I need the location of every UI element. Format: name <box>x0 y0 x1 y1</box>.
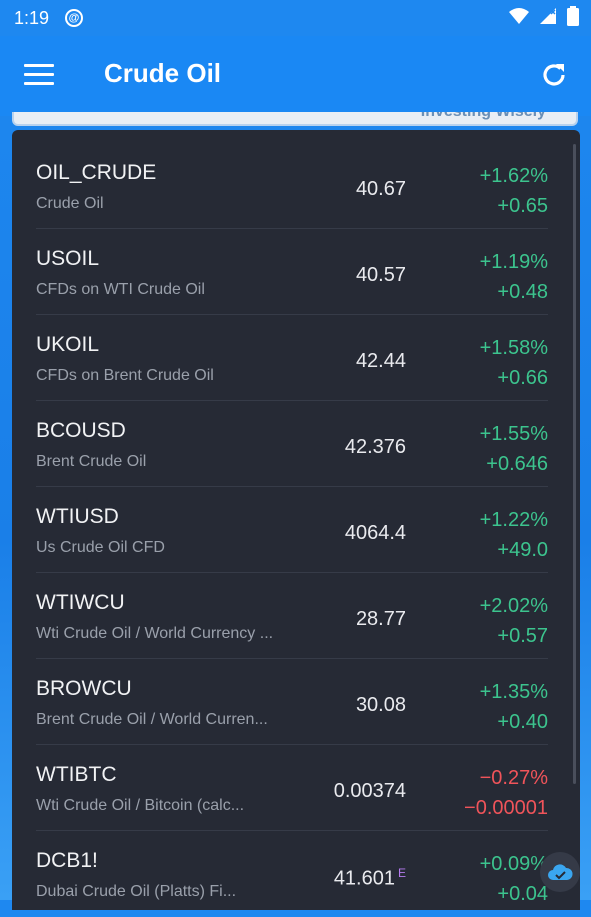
price-value: 41.601 <box>333 867 395 890</box>
banner-text: Investing Wisely <box>421 112 546 121</box>
percent-change: +2.02% <box>479 595 548 617</box>
description: Us Crude Oil CFD <box>36 539 165 556</box>
list-item[interactable]: BCOUSD Brent Crude Oil 42.376 +1.55% +0.… <box>36 401 548 487</box>
scrollbar[interactable] <box>573 144 576 784</box>
battery-icon <box>567 6 579 26</box>
description: Crude Oil <box>36 195 104 212</box>
sync-icon: @ <box>65 9 84 27</box>
absolute-change: +0.04 <box>497 883 548 905</box>
list-item[interactable]: OIL_CRUDE Crude Oil 40.67 +1.62% +0.65 <box>36 143 548 229</box>
price: 40.67 <box>355 178 406 200</box>
percent-change: +1.35% <box>479 681 548 703</box>
percent-change: +1.22% <box>479 509 548 531</box>
symbol: WTIWCU <box>36 591 125 614</box>
symbol: DCB1! <box>36 849 98 872</box>
absolute-change: +0.65 <box>497 195 548 217</box>
status-icons <box>509 6 579 26</box>
absolute-change: +0.48 <box>497 281 548 303</box>
price: 30.08 <box>355 694 406 716</box>
percent-change: −0.27% <box>479 767 548 789</box>
description: Brent Crude Oil / World Curren... <box>36 711 268 728</box>
price: 0.00374 <box>333 780 406 802</box>
symbol: BCOUSD <box>36 419 126 442</box>
description: Wti Crude Oil / World Currency ... <box>36 625 274 642</box>
description: CFDs on WTI Crude Oil <box>36 281 205 298</box>
symbol: BROWCU <box>36 677 132 700</box>
list-item[interactable]: WTIBTC Wti Crude Oil / Bitcoin (calc... … <box>36 745 548 831</box>
list-item[interactable]: WTIWCU Wti Crude Oil / World Currency ..… <box>36 573 548 659</box>
price: 4064.4 <box>344 522 406 544</box>
absolute-change: +49.0 <box>497 539 548 561</box>
list-item[interactable]: UKOIL CFDs on Brent Crude Oil 42.44 +1.5… <box>36 315 548 401</box>
symbol: WTIUSD <box>36 505 119 528</box>
description: Dubai Crude Oil (Platts) Fi... <box>36 883 237 900</box>
app-bar: Crude Oil <box>0 36 591 116</box>
symbol: USOIL <box>36 247 100 270</box>
cloud-icon <box>548 864 573 880</box>
price: 41.601 E <box>334 866 406 891</box>
page-title: Crude Oil <box>104 58 222 88</box>
status-bar: 1:19 @ <box>0 0 591 36</box>
absolute-change: −0.00001 <box>464 797 548 819</box>
absolute-change: +0.66 <box>497 367 548 389</box>
percent-change: +1.19% <box>479 251 548 273</box>
list-item[interactable]: USOIL CFDs on WTI Crude Oil 40.57 +1.19%… <box>36 229 548 315</box>
refresh-icon[interactable] <box>537 58 571 92</box>
percent-change: +1.55% <box>479 423 548 445</box>
absolute-change: +0.40 <box>497 711 548 733</box>
percent-change: +1.62% <box>479 165 548 187</box>
price: 40.57 <box>355 264 406 286</box>
list-item[interactable]: BROWCU Brent Crude Oil / World Curren...… <box>36 659 548 745</box>
percent-change: +1.58% <box>479 337 548 359</box>
price: 28.77 <box>355 608 406 630</box>
absolute-change: +0.646 <box>486 453 548 475</box>
price: 42.44 <box>355 350 406 372</box>
list-item[interactable]: DCB1! Dubai Crude Oil (Platts) Fi... 41.… <box>36 831 548 917</box>
percent-change: +0.09% <box>479 853 548 875</box>
list-item[interactable]: WTIUSD Us Crude Oil CFD 4064.4 +1.22% +4… <box>36 487 548 573</box>
signal-icon <box>540 8 556 24</box>
description: CFDs on Brent Crude Oil <box>36 367 214 384</box>
price: 42.376 <box>344 436 406 458</box>
cloud-sync-button[interactable] <box>540 852 580 892</box>
status-time: 1:19 <box>14 7 50 28</box>
quotes-list[interactable]: OIL_CRUDE Crude Oil 40.67 +1.62% +0.65 U… <box>12 130 580 910</box>
symbol: UKOIL <box>36 333 100 356</box>
description: Brent Crude Oil <box>36 453 147 470</box>
symbol: OIL_CRUDE <box>36 161 157 184</box>
ad-banner[interactable]: Investing Wisely <box>12 112 578 126</box>
end-of-day-flag: E <box>397 866 406 880</box>
description: Wti Crude Oil / Bitcoin (calc... <box>36 797 245 814</box>
menu-icon[interactable] <box>24 64 56 88</box>
absolute-change: +0.57 <box>497 625 548 647</box>
wifi-icon <box>509 8 529 24</box>
symbol: WTIBTC <box>36 763 117 786</box>
